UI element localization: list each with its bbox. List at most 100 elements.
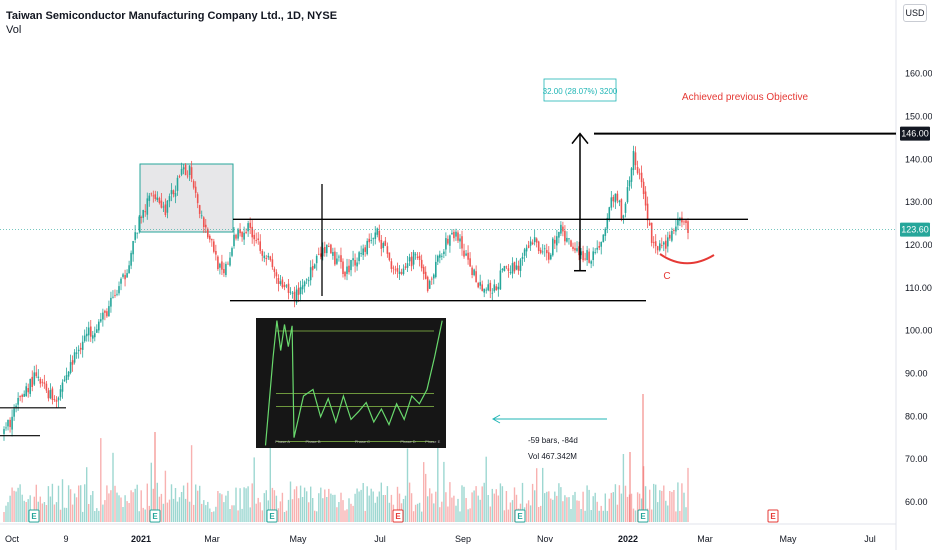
candle-body <box>600 242 602 247</box>
candle-body <box>114 295 116 296</box>
candle-body <box>190 167 193 179</box>
candle-body <box>650 222 653 243</box>
candle-body <box>685 220 687 223</box>
volume-bar <box>475 486 477 522</box>
volume-indicator-label[interactable]: Vol <box>6 24 22 36</box>
candle-body <box>471 267 473 275</box>
candle-body <box>130 252 132 266</box>
candle-body <box>255 240 257 241</box>
volume-bar <box>503 510 506 522</box>
candle-body <box>3 429 5 434</box>
candle-body <box>176 177 179 191</box>
candle-body <box>461 236 463 249</box>
volume-bar <box>112 452 114 522</box>
candle-body <box>289 291 292 293</box>
candle-body <box>158 198 161 203</box>
volume-bar <box>483 482 485 522</box>
volume-bar <box>241 508 243 522</box>
volume-bar <box>659 490 661 522</box>
price-tag-label: 123.60 <box>901 225 929 235</box>
candle-body <box>418 255 421 260</box>
candle-body <box>25 386 27 397</box>
volume-bar <box>655 484 657 522</box>
volume-bar <box>53 504 56 522</box>
volume-bar <box>102 504 104 522</box>
y-tick-label: 120.00 <box>905 240 932 250</box>
volume-bar <box>203 500 205 522</box>
symbol-title[interactable]: Taiwan Semiconductor Manufacturing Compa… <box>6 10 338 22</box>
candle-body <box>217 256 219 269</box>
x-tick-label: May <box>779 534 797 544</box>
volume-bar <box>606 510 608 522</box>
candle-body <box>49 390 52 399</box>
volume-bar <box>291 499 294 522</box>
candle-body <box>606 217 609 229</box>
candle-body <box>582 251 584 261</box>
volume-bar <box>418 502 421 522</box>
volume-bar <box>237 510 239 522</box>
volume-bar <box>384 495 386 522</box>
volume-bar <box>378 491 380 522</box>
volume-bar <box>564 495 566 522</box>
candle-body <box>116 293 118 295</box>
volume-bar <box>624 485 627 522</box>
volume-bar <box>376 496 378 522</box>
candle-body <box>134 232 136 240</box>
volume-bar <box>104 500 106 522</box>
candle-body <box>644 191 647 206</box>
candle-body <box>45 383 48 391</box>
candle-body <box>225 263 227 275</box>
earnings-marker-label: E <box>395 512 401 521</box>
candle-body <box>642 181 645 194</box>
candle-body <box>221 261 223 270</box>
candle-body <box>27 388 29 393</box>
candle-body <box>648 222 651 226</box>
volume-bar <box>293 489 296 522</box>
wyckoff-inset: Phase A Phase B Phase C Phase D Phase E <box>256 318 446 448</box>
volume-bar <box>435 491 437 522</box>
volume-bar <box>499 483 502 522</box>
volume-bar <box>193 504 195 522</box>
volume-bar <box>144 509 146 522</box>
candle-body <box>560 224 562 234</box>
volume-bar <box>154 432 156 522</box>
volume-bar <box>15 491 17 522</box>
volume-bar <box>287 499 290 522</box>
last-price-tag <box>900 222 930 237</box>
candle-body <box>358 252 360 262</box>
volume-bar <box>308 502 310 522</box>
candle-body <box>305 279 308 281</box>
candle-body <box>251 226 253 238</box>
volume-bar <box>548 491 550 522</box>
candle-body <box>61 382 64 392</box>
volume-bar <box>174 488 177 522</box>
currency-button[interactable]: USD <box>903 4 927 22</box>
volume-bar <box>19 484 21 522</box>
candle-body <box>515 265 518 270</box>
y-tick-label: 150.00 <box>905 111 932 121</box>
candle-body <box>168 196 171 202</box>
volume-bar <box>78 485 80 522</box>
candle-body <box>408 257 411 262</box>
volume-bar <box>146 483 148 522</box>
volume-bar <box>277 508 280 522</box>
candle-body <box>259 241 261 251</box>
volume-bar <box>540 505 542 522</box>
volume-bar <box>443 461 445 522</box>
volume-bar <box>90 495 92 522</box>
candle-body <box>128 265 130 274</box>
candle-body <box>198 205 201 214</box>
candle-body <box>65 375 68 380</box>
volume-bar <box>423 462 425 522</box>
volume-bar <box>667 505 669 522</box>
candle-body <box>227 263 229 265</box>
volume-bar <box>406 448 409 522</box>
volume-bar <box>134 488 136 522</box>
candle-body <box>132 241 134 255</box>
volume-bar <box>126 501 128 522</box>
candle-body <box>200 215 203 217</box>
volume-bar <box>651 509 653 522</box>
candle-body <box>588 251 590 263</box>
volume-bar <box>176 501 179 522</box>
